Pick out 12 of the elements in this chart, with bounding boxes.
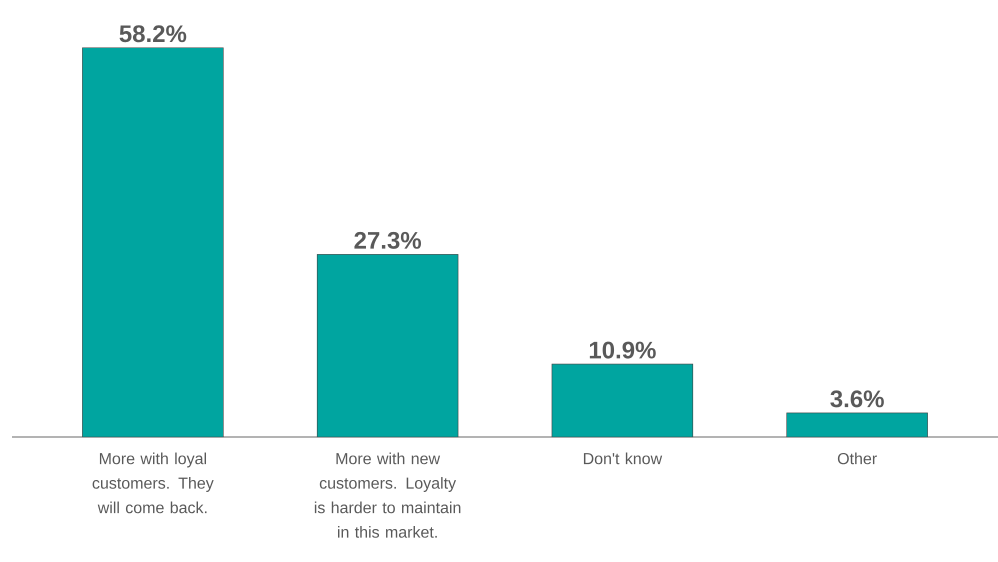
bar [552, 364, 694, 438]
x-tick-label: More with new customers. Loyalty is harder to maintain in this market. [314, 452, 460, 538]
bar [786, 412, 928, 438]
bar [82, 47, 224, 438]
data-label: 3.6% [830, 390, 884, 408]
x-tick-label: Other [838, 452, 877, 464]
x-tick-label: More with loyal customers. They will come back. [92, 452, 214, 514]
bar [316, 254, 458, 438]
x-tick-label: Don't know [584, 452, 662, 464]
data-label: 10.9% [590, 342, 656, 359]
data-label: 58.2% [120, 25, 186, 42]
data-label: 27.3% [354, 232, 422, 249]
